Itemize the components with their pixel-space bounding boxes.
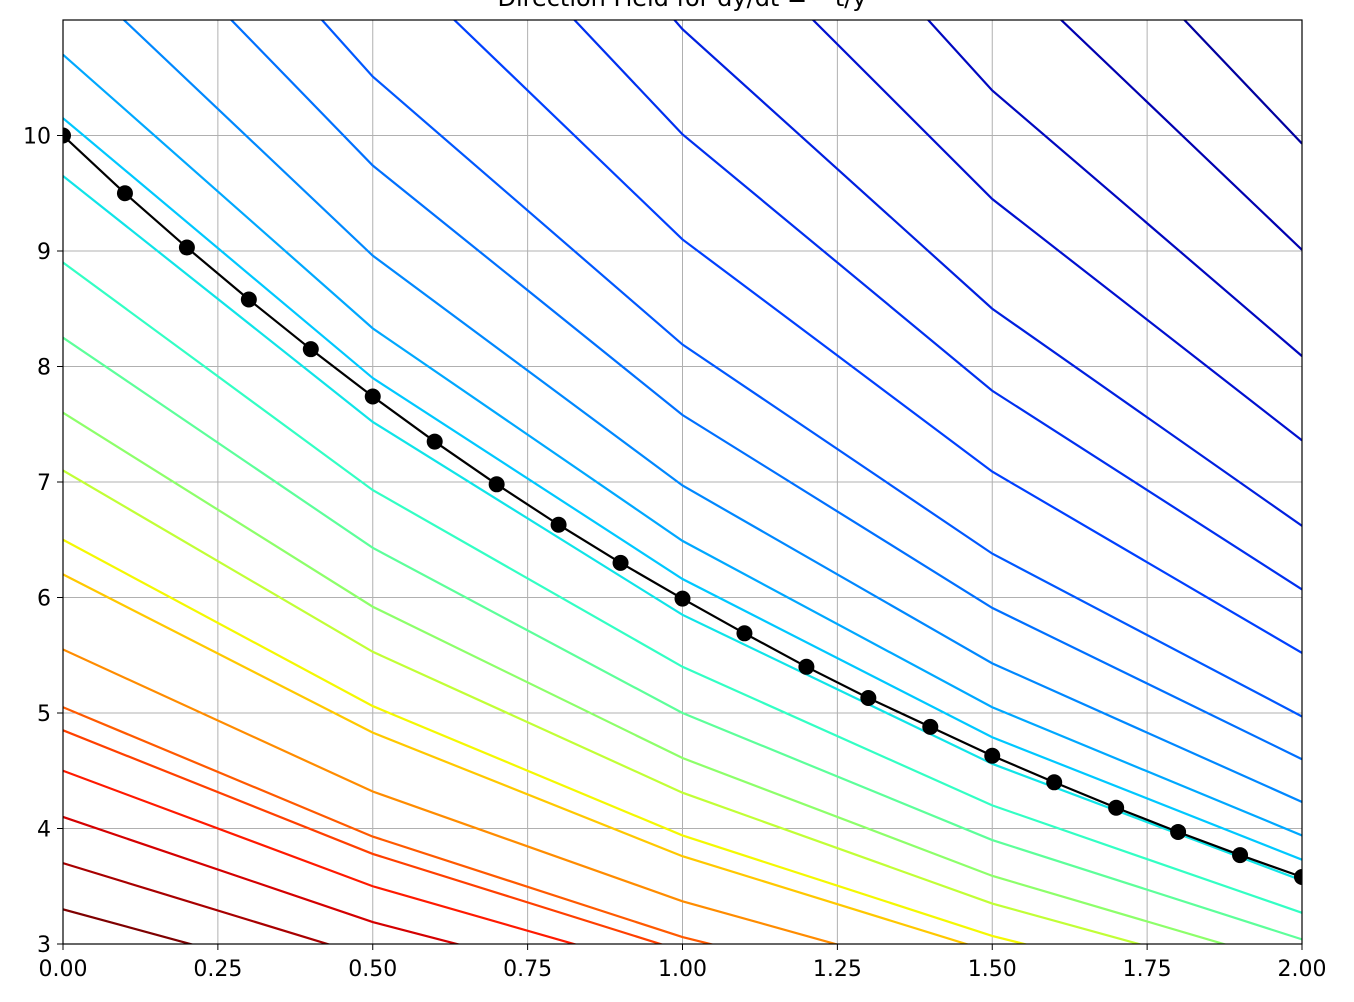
- streamline: [926, 20, 1302, 357]
- ticks: 0.00 0.25 0.50 0.75 1.00 1.25 1.50 1.75 2.00 3 4 5 6…: [23, 125, 1326, 983]
- streamline: [63, 261, 1302, 914]
- y-tick-label: 6: [37, 587, 51, 612]
- data-point: [426, 433, 443, 450]
- data-point: [736, 625, 753, 642]
- streamline: [452, 20, 1302, 654]
- streamline: [1059, 20, 1302, 251]
- y-tick-label: 5: [37, 702, 51, 727]
- plot-area: [63, 20, 1302, 944]
- chart-title: Direction Field for dy/dt = −t/y: [497, 0, 866, 12]
- streamline: [63, 538, 1029, 944]
- streamline: [673, 20, 1302, 527]
- x-tick-label: 1.25: [813, 957, 862, 982]
- x-tick-label: 0.25: [193, 957, 242, 982]
- x-tick-label: 0.75: [503, 957, 552, 982]
- data-point: [612, 554, 629, 571]
- data-point: [1046, 774, 1063, 791]
- streamline: [573, 20, 1302, 591]
- data-point: [922, 718, 939, 735]
- streamline: [63, 769, 578, 944]
- data-point: [116, 185, 133, 202]
- data-point: [1232, 847, 1249, 864]
- x-tick-label: 2.00: [1278, 957, 1327, 982]
- streamline: [320, 20, 1302, 718]
- x-tick-label: 1.00: [658, 957, 707, 982]
- x-tick-label: 1.75: [1123, 957, 1172, 982]
- x-tick-label: 0.50: [348, 957, 397, 982]
- streamline: [63, 336, 1302, 941]
- data-point: [240, 291, 257, 308]
- streamline: [63, 729, 665, 944]
- streamline: [63, 53, 1302, 837]
- data-point: [984, 747, 1001, 764]
- streamline: [63, 862, 332, 944]
- data-point: [302, 341, 319, 358]
- data-point: [488, 476, 505, 493]
- y-tick-label: 3: [37, 933, 51, 958]
- data-point: [1170, 823, 1187, 840]
- streamline: [229, 20, 1302, 761]
- data-point: [674, 590, 691, 607]
- streamline: [63, 648, 840, 944]
- streamline: [63, 469, 1143, 944]
- streamline: [63, 815, 462, 944]
- x-tick-label: 0.00: [39, 957, 88, 982]
- data-point: [364, 388, 381, 405]
- streamline: [63, 117, 1302, 861]
- data-point: [860, 689, 877, 706]
- streamline: [63, 411, 1228, 944]
- y-tick-label: 8: [37, 356, 51, 381]
- y-tick-label: 9: [37, 240, 51, 265]
- y-tick-label: 4: [37, 818, 51, 843]
- y-tick-label: 10: [23, 125, 51, 150]
- data-point: [63, 127, 71, 144]
- x-tick-label: 1.50: [968, 957, 1017, 982]
- streamline: [122, 20, 1302, 803]
- data-point: [1108, 799, 1125, 816]
- streamline: [63, 175, 1302, 882]
- streamline: [811, 20, 1302, 442]
- data-point: [178, 239, 195, 256]
- data-point: [1294, 869, 1302, 886]
- data-point: [550, 516, 567, 533]
- streamline: [63, 573, 970, 944]
- streamline: [63, 706, 715, 944]
- data-point: [798, 658, 815, 675]
- y-tick-label: 7: [37, 471, 51, 496]
